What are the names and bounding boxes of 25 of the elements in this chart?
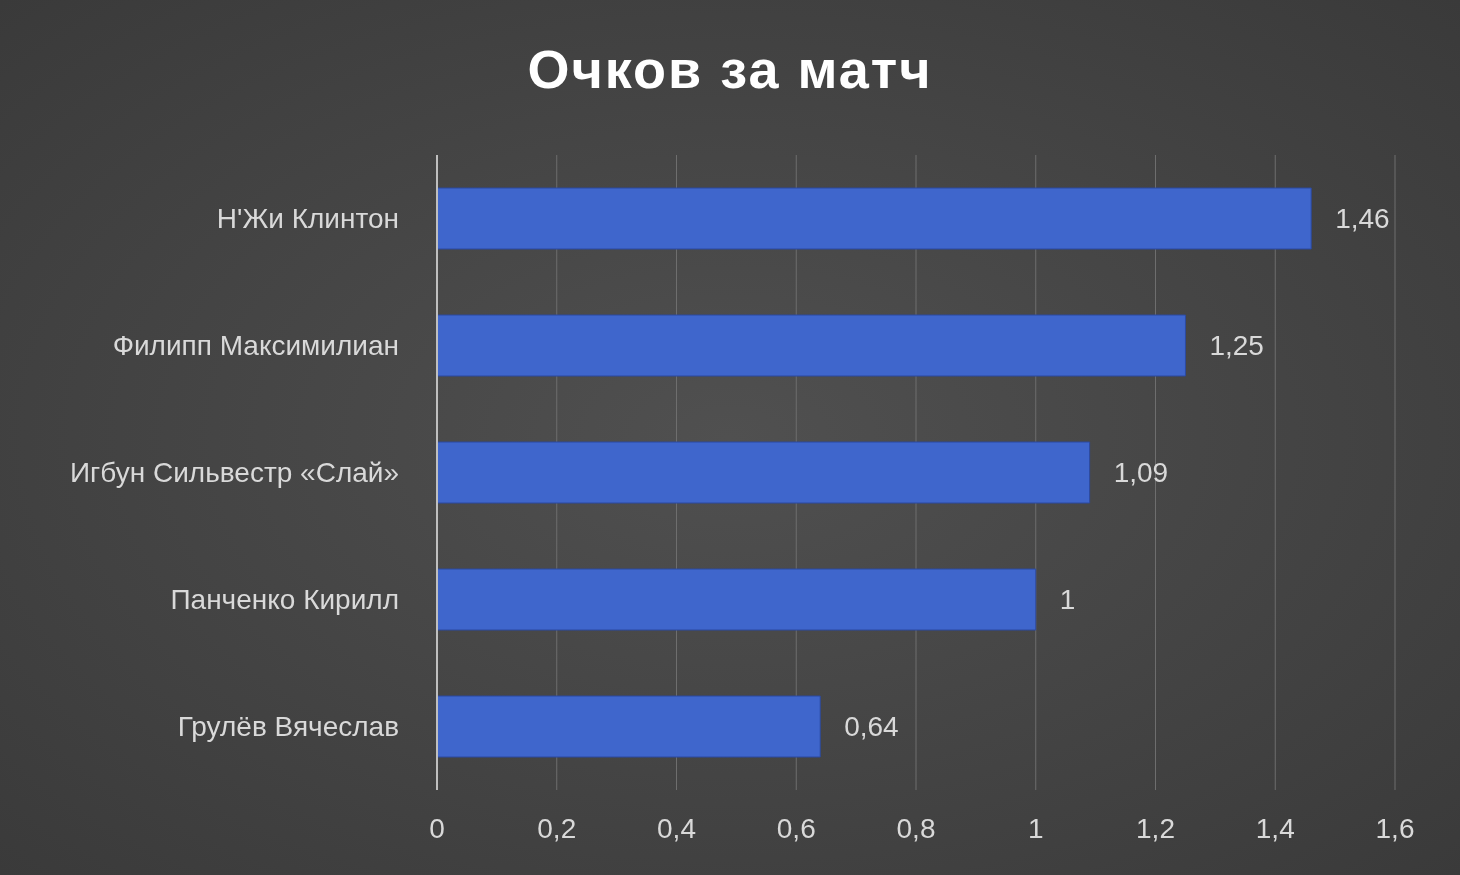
bar: [437, 568, 1037, 631]
bar: [437, 187, 1312, 250]
bar: [437, 441, 1091, 504]
y-tick-label: Филипп Максимилиан: [112, 330, 399, 362]
x-tick-label: 1,6: [1375, 812, 1415, 844]
x-tick-label: 0,6: [776, 812, 816, 844]
data-label: 1,09: [1113, 457, 1169, 489]
y-tick-label: Игбун Сильвестр «Слай»: [69, 457, 399, 489]
data-label: 0,64: [844, 711, 899, 743]
x-tick-label: 0,4: [657, 812, 696, 844]
chart-title: Очков за матч: [526, 38, 934, 100]
data-label: 1,46: [1335, 203, 1390, 235]
bar: [437, 695, 821, 758]
x-tick-label: 0,2: [537, 812, 577, 844]
x-tick-label: 0: [429, 812, 445, 844]
data-label: 1: [1059, 584, 1076, 616]
x-tick-label: 1,2: [1136, 812, 1175, 844]
y-tick-label: Панченко Кирилл: [170, 584, 399, 616]
x-tick-label: 0,8: [896, 812, 936, 844]
x-tick-label: 1,4: [1255, 812, 1295, 844]
bar: [437, 314, 1186, 377]
y-tick-label: Н'Жи Клинтон: [216, 203, 399, 235]
y-tick-label: Грулёв Вячеслав: [177, 711, 399, 743]
data-label: 1,25: [1209, 330, 1264, 362]
x-tick-label: 1: [1027, 812, 1044, 844]
